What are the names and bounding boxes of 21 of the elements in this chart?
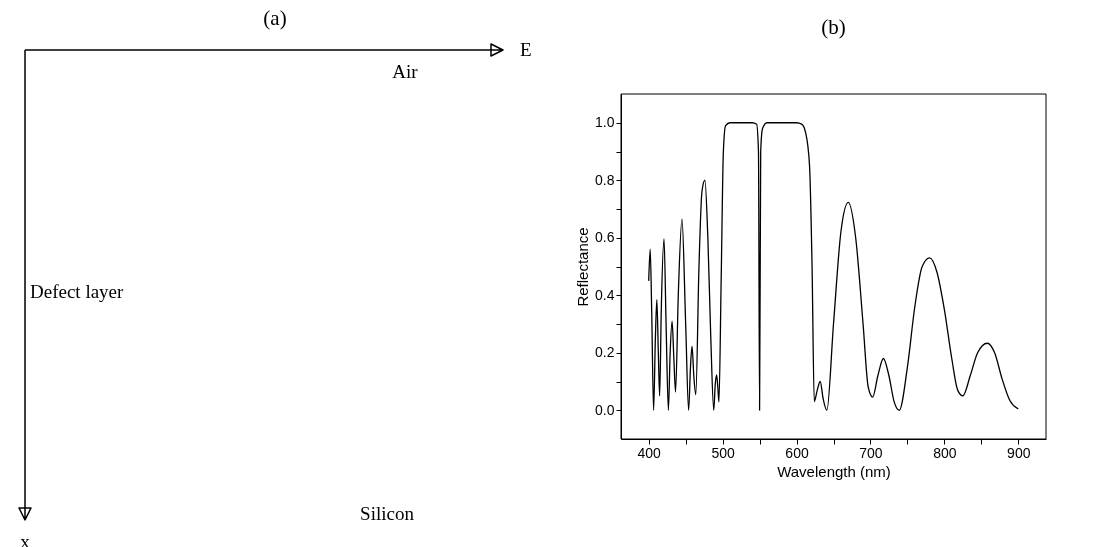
text: (a)	[263, 6, 287, 30]
x-tick-label: 600	[785, 444, 809, 461]
y-tick-label: 0.6	[595, 229, 615, 246]
y-tick-label: 0.4	[595, 286, 615, 303]
x-tick-label: 900	[1007, 444, 1031, 461]
x-tick-label: 500	[711, 444, 736, 461]
line-series	[648, 122, 1019, 411]
y-tick-label: 0.8	[595, 171, 615, 188]
y-axis-title: Reflectance	[574, 227, 592, 307]
x-tick-label: 800	[933, 444, 957, 461]
y-tick-label: 1.0	[595, 114, 615, 131]
text: Silicon	[360, 503, 415, 524]
chart-title: (b)	[821, 15, 846, 39]
x-tick-label: 400	[637, 444, 662, 461]
text: Defect layer	[30, 281, 125, 302]
text: E	[520, 39, 532, 60]
y-tick-label: 0.0	[595, 401, 615, 418]
text: Air	[392, 61, 419, 82]
x-axis-title: Wavelength (nm)	[777, 462, 891, 480]
y-tick-label: 0.2	[595, 344, 615, 361]
x-tick-label: 700	[859, 444, 883, 461]
